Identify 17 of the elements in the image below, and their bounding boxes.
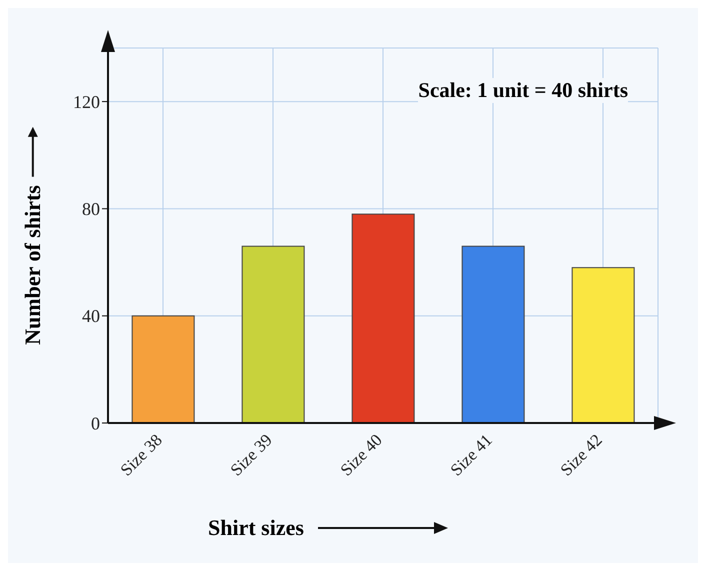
y-tick-label: 80 — [82, 199, 100, 220]
x-axis-title: Shirt sizes — [208, 515, 304, 541]
y-tick-label: 120 — [73, 92, 100, 112]
bar — [572, 267, 635, 423]
bar — [242, 246, 305, 423]
y-tick-label: 0 — [91, 413, 100, 434]
bar — [132, 315, 195, 423]
x-tick-label: Size 41 — [446, 430, 496, 480]
annotation: Scale: 1 unit = 40 shirts — [418, 78, 628, 103]
x-tick-label: Size 39 — [226, 430, 276, 480]
bar — [462, 246, 525, 423]
x-tick-label: Size 40 — [336, 430, 386, 480]
y-tick-label: 40 — [82, 306, 100, 326]
y-axis-title: Number of shirts — [20, 184, 46, 344]
x-tick-label: Size 38 — [116, 430, 166, 480]
x-tick-label: Size 42 — [556, 430, 606, 480]
bar — [352, 214, 415, 423]
